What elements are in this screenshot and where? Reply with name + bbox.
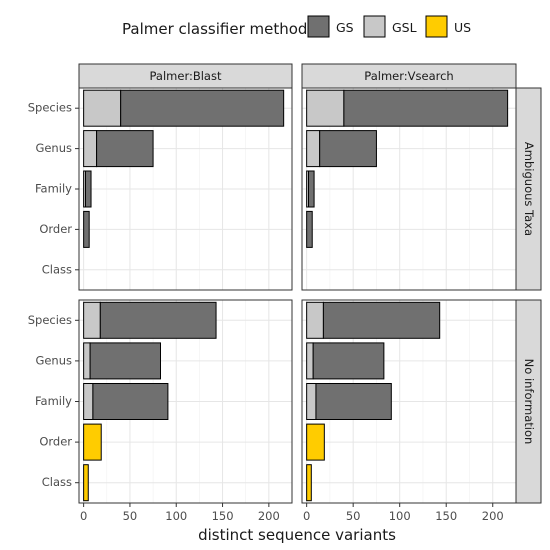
panel: [78, 87, 293, 291]
bar-segment-gsl-species: [83, 89, 122, 127]
bar-segment-gs-genus: [312, 342, 385, 380]
bar-segment-gs-genus: [319, 130, 377, 168]
y-tick-label: Order: [39, 222, 72, 236]
x-tick-label: 200: [258, 509, 280, 523]
legend-label-us: US: [454, 20, 471, 35]
legend: Palmer classifier method GS GSL US: [122, 15, 471, 38]
bar-segment-gs-species: [343, 89, 509, 127]
legend-label-gs: GS: [336, 20, 354, 35]
bar-segment-gs-species: [120, 89, 285, 127]
bar-segment-gs-genus: [96, 130, 154, 168]
x-tick-label: 200: [482, 509, 504, 523]
bar-segment-gs-family: [315, 383, 392, 420]
column-strip: [78, 63, 293, 89]
bar-segment-gs-family: [308, 170, 315, 208]
column-strip-label: Palmer:Blast: [150, 69, 222, 83]
bar-segment-gs-species: [322, 301, 441, 339]
y-tick-label: Genus: [35, 353, 72, 367]
axes: distinct sequence variants Species Genus F…: [28, 101, 504, 544]
bar-segment-gs-family: [92, 383, 169, 420]
y-tick-label: Class: [42, 262, 72, 276]
row-strip-label: No information: [522, 359, 536, 445]
x-tick-label: 50: [346, 509, 361, 523]
x-tick-label: 100: [165, 509, 187, 523]
x-tick-label: 150: [212, 509, 234, 523]
row-strip: [515, 299, 542, 504]
bar-segment-gsl-species: [306, 89, 345, 127]
bar-segment-gsl-genus: [83, 130, 98, 168]
bar-segment-gsl-species: [306, 301, 324, 339]
x-tick-label: 50: [123, 509, 138, 523]
y-tick-label: Family: [35, 394, 72, 408]
bar-segment-gsl-genus: [306, 130, 321, 168]
legend-label-gsl: GSL: [392, 20, 417, 35]
bar-segment-gsl-genus: [306, 342, 314, 380]
bar-segment-gsl-family: [306, 383, 317, 420]
y-tick-label: Genus: [35, 141, 72, 155]
row-strip-label: Ambiguous Taxa: [522, 142, 536, 236]
y-tick-label: Order: [39, 435, 72, 449]
y-tick-label: Class: [42, 475, 72, 489]
panel-border: [301, 87, 517, 291]
y-tick-label: Family: [35, 182, 72, 196]
column-strip-label: Palmer:Vsearch: [364, 69, 453, 83]
panel: [78, 299, 293, 504]
legend-key-gsl: [363, 15, 386, 38]
bar-segment-gs-species: [99, 301, 217, 339]
bar-segment-us-order: [83, 423, 102, 461]
bar-segment-gs-order: [306, 210, 313, 248]
legend-key-us: [425, 15, 448, 38]
x-axis-title: distinct sequence variants: [198, 526, 396, 544]
bar-segment-gs-family: [84, 170, 92, 208]
y-tick-label: Species: [28, 101, 72, 115]
y-tick-label: Species: [28, 313, 72, 327]
x-tick-label: 100: [389, 509, 411, 523]
bar-segment-us-class: [306, 464, 312, 502]
bar-segment-gsl-genus: [83, 342, 91, 380]
bar-segment-gsl-family: [83, 383, 94, 420]
x-tick-label: 150: [435, 509, 457, 523]
bar-segment-us-order: [306, 423, 325, 461]
panel: [301, 299, 517, 504]
panel-border: [301, 299, 517, 504]
panel: [301, 87, 517, 291]
legend-title: Palmer classifier method: [122, 20, 307, 38]
x-tick-label: 0: [80, 509, 87, 523]
x-tick-label: 0: [303, 509, 310, 523]
column-strip: [301, 63, 517, 89]
bar-segment-us-class: [83, 464, 89, 502]
legend-key-gs: [307, 15, 330, 38]
bar-segment-gs-order: [83, 210, 90, 248]
facet-panels: Palmer:Blast Palmer:Vsearch Ambiguous Taxa…: [78, 63, 542, 504]
bar-segment-gs-genus: [89, 342, 161, 380]
row-strip: [515, 87, 542, 291]
bar-segment-gsl-species: [83, 301, 101, 339]
